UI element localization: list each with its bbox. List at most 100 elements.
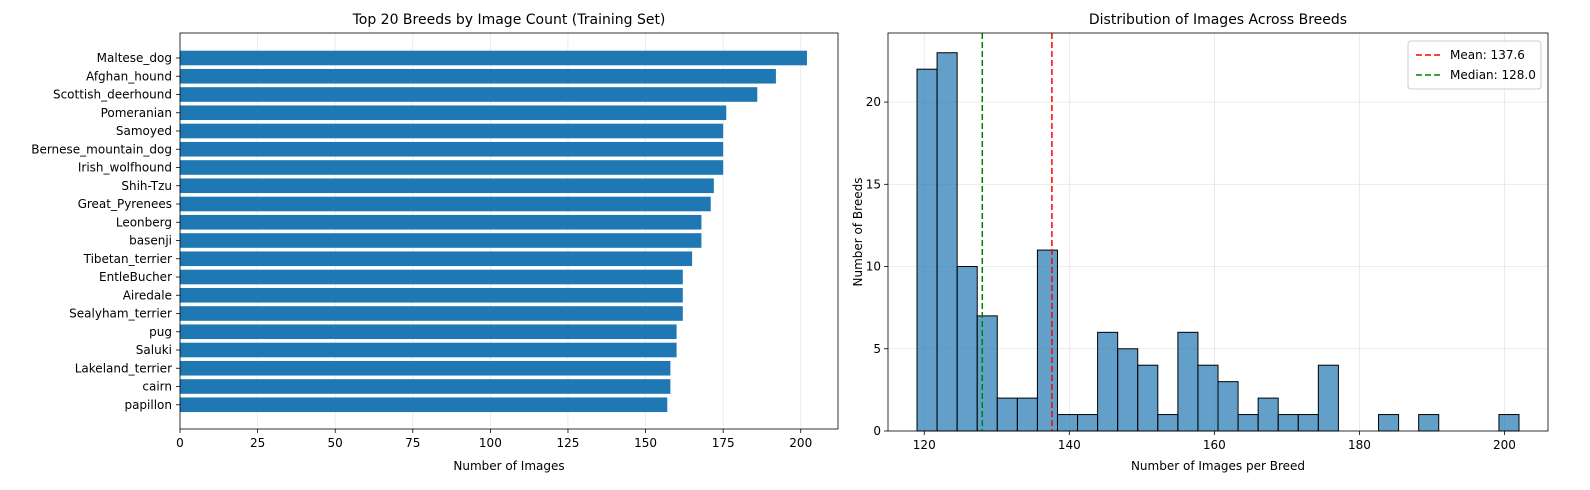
bar-chart: Top 20 Breeds by Image Count (Training S… <box>31 12 839 473</box>
bar-category-label: Irish_wolfhound <box>78 161 172 175</box>
histogram-bin <box>1378 414 1400 432</box>
bar-category-label: Lakeland_terrier <box>75 361 172 375</box>
bar <box>180 342 677 358</box>
bar-category-label: EntleBucher <box>99 270 172 284</box>
histogram-bin <box>1237 414 1259 432</box>
bar-category-label: cairn <box>142 380 172 394</box>
bar-chart-x-tick-label: 200 <box>789 436 812 450</box>
bar <box>180 141 724 157</box>
histogram-y-tick-label: 0 <box>873 424 881 438</box>
bar-chart-title: Top 20 Breeds by Image Count (Training S… <box>352 12 666 28</box>
histogram-legend: Mean: 137.6 Median: 128.0 <box>1407 40 1542 90</box>
bar-category-label: Leonberg <box>116 215 172 229</box>
bar-chart-x-tick-label: 50 <box>328 436 343 450</box>
histogram-bin <box>1117 348 1139 432</box>
histogram-y-tick-label: 10 <box>866 260 881 274</box>
bar-chart-x-tick-label: 100 <box>479 436 502 450</box>
legend-label: Mean: 137.6 <box>1450 48 1525 62</box>
bar <box>180 251 693 267</box>
histogram-y-tick-label: 20 <box>866 95 881 109</box>
bar-category-label: basenji <box>129 234 172 248</box>
histogram-bars <box>916 52 1520 432</box>
histogram-bin <box>1137 364 1159 432</box>
bar <box>180 160 724 175</box>
histogram-bin <box>1036 249 1058 432</box>
histogram-x-label: Number of Images per Breed <box>1131 459 1305 473</box>
histogram-bin <box>1056 414 1079 432</box>
bar-chart-category-labels: Maltese_dog Afghan_hound Scottish_deerhoun… <box>31 51 180 412</box>
bar-category-label: Airedale <box>123 288 172 302</box>
histogram-bin <box>1016 397 1038 432</box>
histogram-x-tick-label: 180 <box>1348 438 1371 452</box>
bar-category-label: Bernese_mountain_dog <box>31 142 172 156</box>
bar <box>180 196 711 212</box>
bar-chart-x-tick-label: 0 <box>176 436 184 450</box>
histogram-reference-lines <box>981 33 1053 431</box>
histogram-bin <box>916 68 938 432</box>
bar-chart-x-label: Number of Images <box>453 459 564 473</box>
histogram-y-ticks: 0 5 10 15 20 <box>866 95 888 438</box>
histogram-bin <box>1498 414 1520 432</box>
histogram-bin <box>1157 414 1179 432</box>
bar-category-label: Saluki <box>136 343 172 357</box>
histogram-x-tick-label: 120 <box>913 438 936 452</box>
legend-label: Median: 128.0 <box>1450 68 1536 82</box>
histogram-x-tick-label: 140 <box>1058 438 1081 452</box>
histogram-bin <box>1077 414 1099 432</box>
histogram-x-ticks: 120 140 160 180 200 <box>913 431 1516 452</box>
bar-category-label: Scottish_deerhound <box>53 88 172 102</box>
histogram-bin <box>1297 414 1319 432</box>
bar-chart-x-tick-label: 75 <box>405 436 420 450</box>
histogram-frame <box>887 32 1549 432</box>
bar-chart-x-tick-label: 175 <box>712 436 735 450</box>
histogram-y-tick-label: 15 <box>866 177 881 191</box>
histogram-bin <box>1097 331 1119 432</box>
histogram-y-label: Number of Breeds <box>851 178 865 287</box>
bar-category-label: Pomeranian <box>101 106 172 120</box>
bar <box>180 105 727 121</box>
histogram-x-tick-label: 160 <box>1203 438 1226 452</box>
bar-category-label: Shih-Tzu <box>121 179 172 193</box>
histogram-bin <box>996 397 1018 432</box>
bar-chart-frame <box>179 32 839 430</box>
bar <box>180 287 683 303</box>
bar-chart-x-ticks: 0 25 50 75 100 125 150 175 200 <box>176 429 812 450</box>
histogram-x-tick-label: 200 <box>1493 438 1516 452</box>
bar-chart-bars <box>180 50 807 413</box>
bar-category-label: Samoyed <box>116 124 172 138</box>
bar <box>180 68 776 84</box>
bar <box>180 379 671 394</box>
histogram-bin <box>1177 331 1199 432</box>
histogram-bin <box>1277 414 1299 432</box>
bar <box>180 306 683 321</box>
bar <box>180 233 702 248</box>
bar <box>180 87 758 102</box>
histogram-chart: Distribution of Images Across Breeds 120… <box>851 12 1549 473</box>
bar-category-label: Tibetan_terrier <box>83 252 172 266</box>
bar-chart-x-tick-label: 150 <box>634 436 657 450</box>
bar <box>180 123 724 139</box>
histogram-bin <box>1317 364 1339 432</box>
legend-box <box>1407 40 1542 90</box>
histogram-bin <box>1418 414 1440 432</box>
bar <box>180 324 677 340</box>
bar <box>180 397 668 413</box>
histogram-title: Distribution of Images Across Breeds <box>1089 12 1347 28</box>
histogram-y-tick-label: 5 <box>873 342 881 356</box>
histogram-bin <box>1197 364 1219 432</box>
histogram-bin <box>1217 381 1239 432</box>
bar <box>180 360 671 376</box>
bar <box>180 269 683 285</box>
bar-chart-x-tick-label: 125 <box>557 436 580 450</box>
bar-category-label: pug <box>149 325 172 339</box>
bar <box>180 214 702 230</box>
bar-category-label: Sealyham_terrier <box>69 307 172 321</box>
histogram-bin <box>956 266 978 432</box>
bar-category-label: Great_Pyrenees <box>78 197 172 211</box>
bar <box>180 50 807 66</box>
histogram-bin <box>1257 397 1279 432</box>
histogram-bin <box>936 52 958 432</box>
bar-category-label: Afghan_hound <box>86 69 172 83</box>
bar-category-label: papillon <box>124 398 172 412</box>
